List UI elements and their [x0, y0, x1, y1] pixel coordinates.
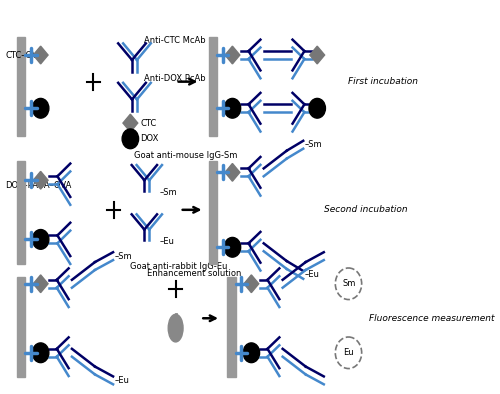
Text: DOX: DOX — [140, 134, 158, 143]
Bar — [208, 37, 217, 136]
Bar — [17, 37, 25, 136]
Text: First incubation: First incubation — [348, 77, 418, 86]
Text: Second incubation: Second incubation — [324, 205, 407, 214]
Circle shape — [243, 343, 260, 362]
Text: DOX–PABA–OVA: DOX–PABA–OVA — [5, 181, 71, 190]
Bar — [208, 160, 217, 264]
Polygon shape — [225, 164, 240, 181]
Text: Sm: Sm — [342, 279, 356, 288]
Text: Fluorescence measurement: Fluorescence measurement — [369, 314, 494, 323]
Circle shape — [224, 98, 240, 118]
Bar — [17, 160, 25, 264]
Text: –Eu: –Eu — [305, 270, 320, 279]
Text: Anti-CTC McAb: Anti-CTC McAb — [144, 36, 206, 45]
Polygon shape — [225, 46, 240, 64]
Text: Goat anti-rabbit IgG-Eu: Goat anti-rabbit IgG-Eu — [130, 262, 228, 271]
Text: CTC: CTC — [140, 119, 156, 128]
Text: –Sm: –Sm — [305, 140, 322, 149]
Text: Goat anti-mouse IgG-Sm: Goat anti-mouse IgG-Sm — [134, 151, 238, 160]
Circle shape — [224, 238, 240, 257]
Polygon shape — [123, 114, 138, 132]
Bar — [228, 277, 235, 377]
Text: –Sm: –Sm — [159, 188, 177, 197]
Polygon shape — [310, 46, 324, 64]
Circle shape — [309, 98, 326, 118]
Text: Enhancement solution: Enhancement solution — [147, 269, 241, 279]
Circle shape — [32, 230, 49, 249]
Circle shape — [32, 98, 49, 118]
Text: Eu: Eu — [342, 348, 353, 357]
Circle shape — [32, 343, 49, 362]
Polygon shape — [33, 46, 48, 64]
Text: –Eu: –Eu — [114, 376, 130, 385]
Text: –Sm: –Sm — [114, 252, 132, 261]
Text: CTC–OVA: CTC–OVA — [5, 50, 43, 59]
Polygon shape — [33, 171, 48, 189]
Text: Anti-DOX PcAb: Anti-DOX PcAb — [144, 74, 206, 83]
Text: –Eu: –Eu — [159, 237, 174, 246]
Bar — [17, 277, 25, 377]
Polygon shape — [244, 275, 259, 293]
Ellipse shape — [168, 314, 183, 342]
Polygon shape — [33, 275, 48, 293]
Circle shape — [122, 129, 138, 149]
